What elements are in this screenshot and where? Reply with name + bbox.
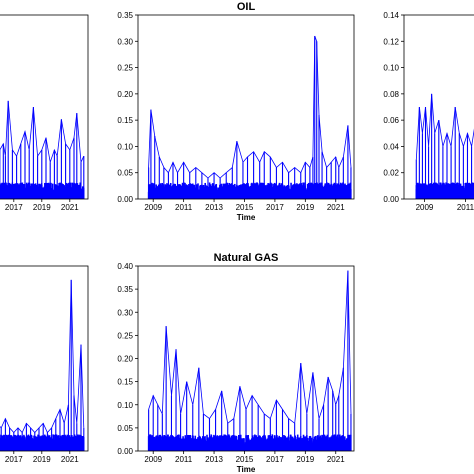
plot-frame xyxy=(403,14,474,200)
y-tick-label: 0.30 xyxy=(117,37,133,46)
y-tick-label: 0.10 xyxy=(383,64,399,73)
x-tick-label: 2017 xyxy=(5,203,23,212)
series-0 xyxy=(0,100,85,199)
y-tick-label: 0.08 xyxy=(383,90,399,99)
x-axis-title: Time xyxy=(237,213,256,222)
y-tick-label: 0.00 xyxy=(117,447,133,456)
x-tick-label: 2021 xyxy=(61,455,79,464)
series-line xyxy=(148,270,352,425)
series-2 xyxy=(415,93,474,199)
x-tick-label: 2009 xyxy=(144,455,162,464)
y-tick-label: 0.14 xyxy=(383,11,399,20)
panel-top-left: 2017 2019 2021 xyxy=(0,14,89,212)
plot-frame xyxy=(0,265,89,452)
y-tick-label: 0.10 xyxy=(117,401,133,410)
y-tick-label: 0.20 xyxy=(117,90,133,99)
x-tick-label: 2017 xyxy=(5,455,23,464)
y-tick-label: 0.02 xyxy=(383,169,399,178)
chart-title: Natural GAS xyxy=(214,252,279,264)
x-tick-label: 2015 xyxy=(236,203,254,212)
x-tick-label: 2011 xyxy=(175,455,193,464)
y-tick-label: 0.00 xyxy=(117,195,133,204)
y-tick-label: 0.00 xyxy=(383,195,399,204)
y-tick-label: 0.04 xyxy=(383,142,399,151)
series-1 xyxy=(147,35,352,199)
y-tick-label: 0.05 xyxy=(117,424,133,433)
y-tick-label: 0.40 xyxy=(117,262,133,271)
y-tick-label: 0.06 xyxy=(383,116,399,125)
x-tick-label: 2021 xyxy=(327,455,345,464)
plot-frame xyxy=(137,14,355,200)
y-tick-label: 0.30 xyxy=(117,308,133,317)
x-tick-label: 2017 xyxy=(266,203,284,212)
panel-natural-gas: 0.00 0.05 0.10 0.15 0.20 0.25 0.30 0.35 0.40 2009… xyxy=(117,252,355,474)
x-axis-title: Time xyxy=(237,465,256,474)
panel-top-right: 0.00 0.02 0.04 0.06 0.08 0.10 0.12 0.14 2009 2011 xyxy=(383,11,474,212)
y-tick-label: 0.15 xyxy=(117,116,133,125)
x-tick-label: 2021 xyxy=(61,203,79,212)
x-tick-label: 2019 xyxy=(33,203,51,212)
panel-oil: 0.00 0.05 0.10 0.15 0.20 0.25 0.30 0.35 2009 2011… xyxy=(117,1,355,222)
x-tick-label: 2011 xyxy=(457,203,474,212)
x-tick-label: 2019 xyxy=(296,203,314,212)
y-tick-label: 0.25 xyxy=(117,64,133,73)
x-tick-label: 2015 xyxy=(236,455,254,464)
y-tick-label: 0.25 xyxy=(117,331,133,340)
x-tick-label: 2017 xyxy=(266,455,284,464)
y-tick-label: 0.12 xyxy=(383,37,399,46)
y-tick-label: 0.35 xyxy=(117,285,133,294)
series-3 xyxy=(0,279,85,451)
x-tick-label: 2009 xyxy=(416,203,434,212)
x-tick-label: 2011 xyxy=(175,203,193,212)
panel-bottom-left: 2017 2019 2021 xyxy=(0,265,89,464)
x-tick-label: 2009 xyxy=(144,203,162,212)
series-4 xyxy=(147,270,352,451)
x-tick-label: 2013 xyxy=(205,455,223,464)
x-tick-label: 2019 xyxy=(33,455,51,464)
y-tick-label: 0.05 xyxy=(117,169,133,178)
series-line xyxy=(148,35,352,179)
x-tick-label: 2019 xyxy=(296,455,314,464)
y-tick-label: 0.35 xyxy=(117,11,133,20)
y-tick-label: 0.10 xyxy=(117,142,133,151)
x-tick-label: 2021 xyxy=(327,203,345,212)
y-tick-label: 0.15 xyxy=(117,378,133,387)
plot-frame xyxy=(0,14,89,200)
x-tick-label: 2013 xyxy=(205,203,223,212)
y-tick-label: 0.20 xyxy=(117,355,133,364)
chart-title: OIL xyxy=(237,1,256,13)
